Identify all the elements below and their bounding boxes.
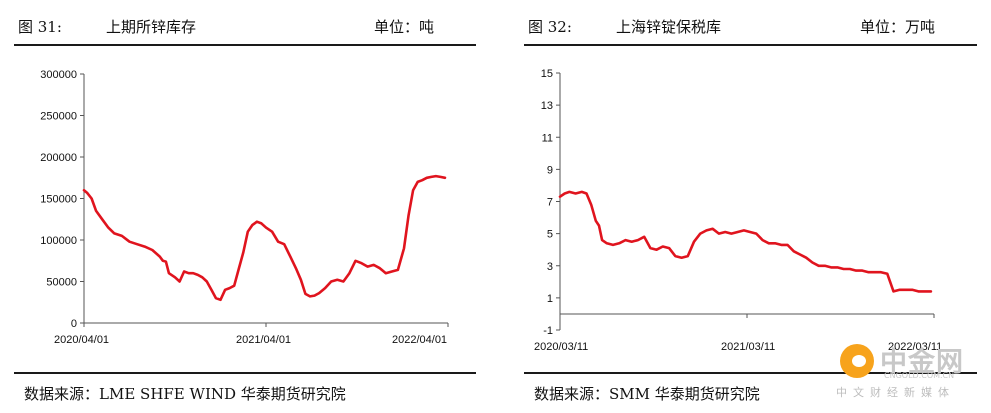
- left-figure-number: 图 31:: [18, 18, 62, 36]
- y-tick-label: -1: [543, 325, 553, 337]
- left-line-chart: 0 50000 100000 150000 200000 250000 300000 2020…: [40, 69, 449, 346]
- y-tick-label: 1: [547, 293, 553, 305]
- y-tick-label: 150000: [40, 194, 77, 206]
- y-tick-label: 5: [547, 229, 553, 241]
- y-tick-label: 11: [542, 132, 553, 144]
- x-tick-label: 2020/04/01: [54, 334, 109, 346]
- series-line: [82, 174, 447, 302]
- y-tick-label: 0: [71, 318, 77, 330]
- x-tick-label: 2021/04/01: [236, 334, 291, 346]
- left-panel: 图 31: 上期所锌库存 单位：吨 0 50000 100000 150000 2000…: [0, 0, 490, 413]
- right-figure-number: 图 32:: [528, 18, 572, 36]
- left-source: 数据来源：LME SHFE WIND 华泰期货研究院: [24, 385, 346, 403]
- watermark-url: CNGOLD.COM.CN: [884, 371, 955, 380]
- right-footer: 数据来源：SMM 华泰期货研究院: [524, 372, 977, 412]
- y-tick-label: 100000: [40, 235, 77, 247]
- y-tick-label: 9: [547, 164, 553, 176]
- y-tick-label: 50000: [46, 277, 77, 289]
- x-tick-label: 2021/03/11: [721, 341, 775, 353]
- right-source: 数据来源：SMM 华泰期货研究院: [534, 385, 760, 403]
- y-tick-label: 200000: [40, 152, 77, 164]
- y-tick-label: 300000: [40, 69, 77, 81]
- left-figure-title: 上期所锌库存: [106, 18, 197, 36]
- y-tick-label: 15: [541, 68, 553, 80]
- watermark-brand: 中金网: [880, 347, 964, 378]
- right-panel: 图 32: 上海锌锭保税库 单位：万吨 -1 1 3 5 7 9 11 13 15 2020/03…: [510, 0, 991, 413]
- x-tick-label: 2020/03/11: [534, 341, 588, 353]
- watermark-logo-icon: [840, 344, 874, 378]
- left-figure-unit: 单位：吨: [373, 18, 434, 36]
- right-header: 图 32: 上海锌锭保税库 单位：万吨: [524, 4, 977, 46]
- x-tick-label: 2022/03/11: [888, 341, 942, 353]
- y-tick-label: 250000: [40, 111, 77, 123]
- left-header: 图 31: 上期所锌库存 单位：吨: [14, 4, 476, 46]
- watermark-tagline: 中文财经新媒体: [836, 386, 955, 399]
- left-footer: 数据来源：LME SHFE WIND 华泰期货研究院: [14, 372, 476, 412]
- y-tick-label: 13: [541, 100, 553, 112]
- right-figure-title: 上海锌锭保税库: [616, 18, 722, 36]
- x-tick-label: 2022/04/01: [392, 334, 447, 346]
- y-tick-label: 7: [547, 197, 553, 209]
- y-tick-label: 3: [547, 261, 553, 273]
- right-figure-unit: 单位：万吨: [859, 18, 935, 36]
- watermark: 中金网 CNGOLD.COM.CN 中文财经新媒体: [836, 340, 986, 406]
- series-line: [558, 190, 933, 293]
